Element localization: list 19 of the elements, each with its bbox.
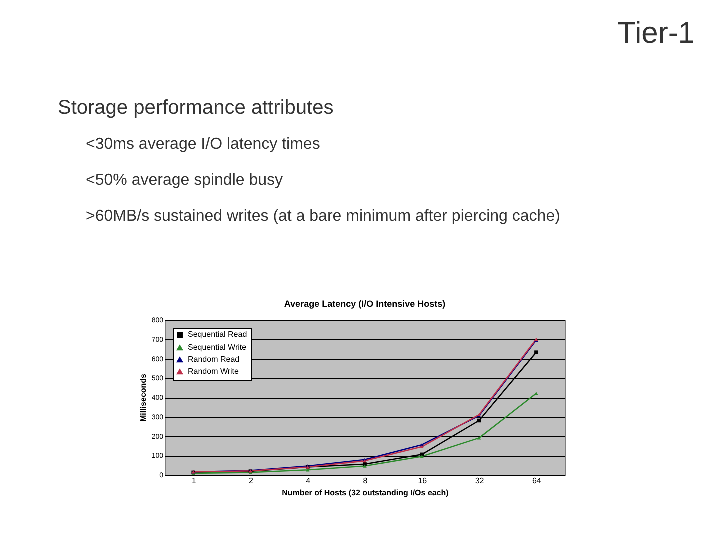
chart-subtitle: Average Latency (I/O Intensive Hosts) bbox=[284, 299, 446, 309]
x-tick-label: 16 bbox=[418, 476, 428, 486]
legend-label: Sequential Write bbox=[188, 343, 248, 352]
legend-label: Sequential Read bbox=[188, 330, 248, 339]
text: <30ms average I/O latency times bbox=[86, 136, 320, 153]
x-tick-label: 2 bbox=[248, 476, 254, 486]
x-tick-label: 8 bbox=[363, 476, 368, 486]
x-tick-label: 4 bbox=[306, 476, 312, 486]
text: >60MB/s sustained writes (at a bare minimum after piercing cache) bbox=[86, 208, 560, 225]
x-tick-label: 32 bbox=[475, 476, 485, 486]
legend-label: Random Write bbox=[188, 367, 240, 376]
x-tick-label: 64 bbox=[532, 476, 542, 486]
x-tick-label: 1 bbox=[192, 476, 197, 486]
x-axis-title: Number of Hosts (32 outstanding I/Os each) bbox=[282, 488, 450, 498]
legend-label: Random Read bbox=[188, 355, 240, 364]
text: Tier-1 bbox=[618, 17, 695, 50]
y-axis-title: Milliseconds bbox=[138, 373, 148, 422]
text: Storage performance attributes bbox=[58, 97, 334, 119]
text: <50% average spindle busy bbox=[86, 172, 284, 189]
